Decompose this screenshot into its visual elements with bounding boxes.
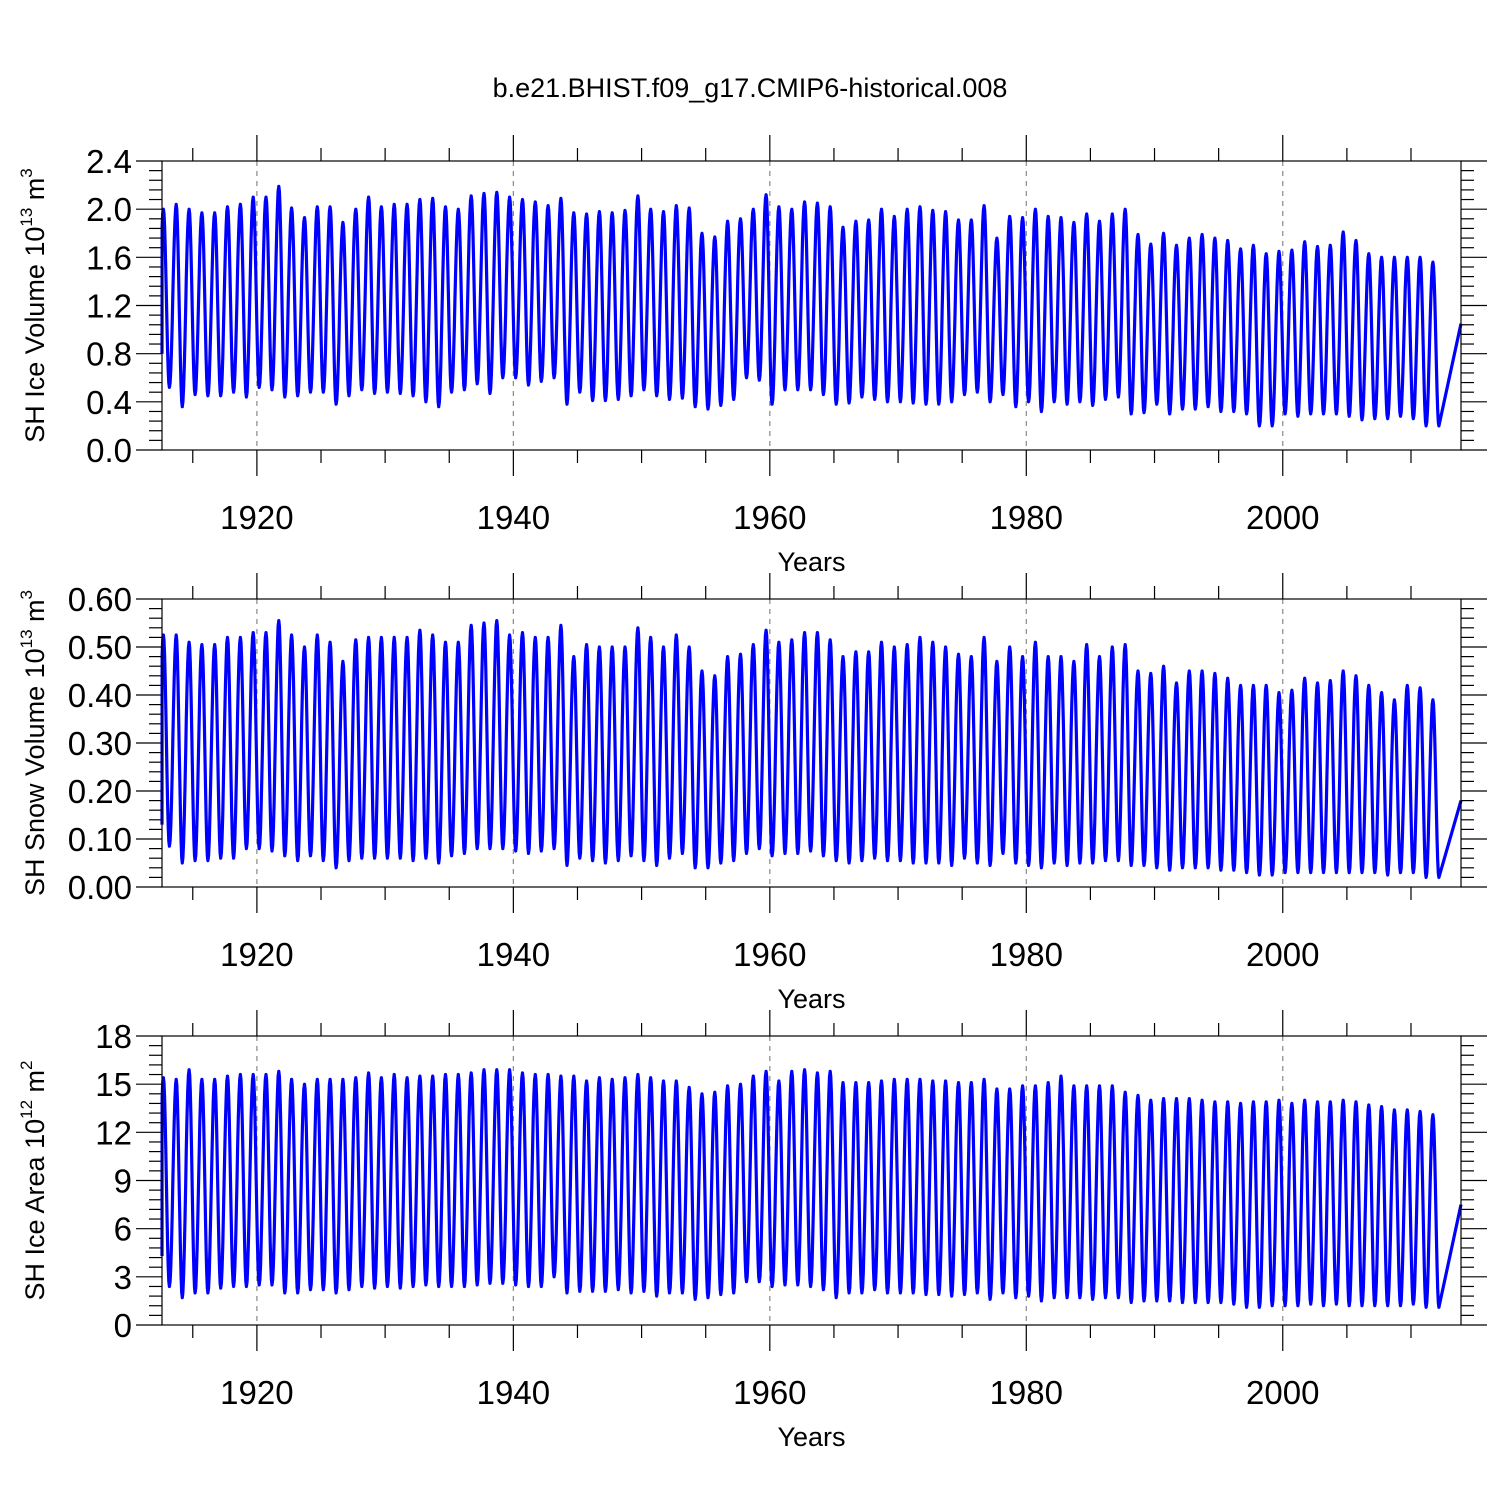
y-tick-label: 0.10 <box>68 821 132 858</box>
x-tick-label: 2000 <box>1246 1374 1319 1411</box>
x-tick-label: 1980 <box>990 936 1063 973</box>
x-tick-label: 2000 <box>1246 936 1319 973</box>
y-tick-label: 2.0 <box>86 191 132 228</box>
x-tick-label: 1960 <box>733 1374 806 1411</box>
y-tick-label: 0.0 <box>86 432 132 469</box>
y-tick-label: 0.00 <box>68 869 132 906</box>
x-tick-label: 1960 <box>733 499 806 536</box>
x-tick-label: 2000 <box>1246 499 1319 536</box>
x-tick-label: 1920 <box>220 499 293 536</box>
y-axis-title: SH Ice Area 1012 m2 <box>17 1061 50 1301</box>
y-tick-label: 15 <box>95 1066 132 1103</box>
y-tick-label: 3 <box>114 1259 132 1296</box>
series-line-snow-volume <box>160 619 1463 879</box>
y-tick-label: 0.30 <box>68 725 132 762</box>
chart-title: b.e21.BHIST.f09_g17.CMIP6-historical.008 <box>493 73 1008 103</box>
y-tick-label: 18 <box>95 1018 132 1055</box>
y-tick-label: 0.4 <box>86 384 132 421</box>
x-axis-title: Years <box>777 984 845 1014</box>
y-tick-label: 0 <box>114 1307 132 1344</box>
y-tick-label: 0.20 <box>68 773 132 810</box>
x-tick-label: 1920 <box>220 1374 293 1411</box>
x-tick-label: 1980 <box>990 499 1063 536</box>
x-tick-label: 1940 <box>477 936 550 973</box>
panel-snow-volume: 0.00 0.10 0.20 0.30 0.40 0.50 0.60 1920 1940 1960… <box>17 573 1487 1014</box>
y-tick-label: 0.40 <box>68 677 132 714</box>
x-axis-title: Years <box>777 547 845 577</box>
y-tick-label: 0.8 <box>86 336 132 373</box>
plot-frame <box>161 160 1462 451</box>
y-tick-label: 1.2 <box>86 288 132 325</box>
series-line-ice-area <box>160 1068 1463 1309</box>
y-tick-label: 9 <box>114 1163 132 1200</box>
y-tick-label: 1.6 <box>86 239 132 276</box>
x-tick-label: 1980 <box>990 1374 1063 1411</box>
panel-ice-area: 0 3 6 9 12 15 18 1920 1940 1960 1980 2000 Years SH Ic… <box>17 1010 1487 1452</box>
y-tick-label: 6 <box>114 1211 132 1248</box>
x-tick-label: 1940 <box>477 499 550 536</box>
y-axis-title: SH Snow Volume 1013 m3 <box>17 590 50 896</box>
y-tick-label: 0.50 <box>68 629 132 666</box>
x-tick-label: 1960 <box>733 936 806 973</box>
y-axis-title: SH Ice Volume 1013 m3 <box>17 168 50 443</box>
panel-ice-volume: 0.0 0.4 0.8 1.2 1.6 2.0 2.4 1920 1940 1960 1980 200… <box>17 135 1487 577</box>
panels: 0.0 0.4 0.8 1.2 1.6 2.0 2.4 1920 1940 1960 1980 200… <box>17 135 1487 1452</box>
y-tick-label: 2.4 <box>86 143 132 180</box>
series-line-ice-volume <box>160 184 1463 428</box>
x-tick-label: 1920 <box>220 936 293 973</box>
x-axis-title: Years <box>777 1422 845 1452</box>
y-tick-label: 12 <box>95 1114 132 1151</box>
x-tick-label: 1940 <box>477 1374 550 1411</box>
y-tick-label: 0.60 <box>68 581 132 618</box>
